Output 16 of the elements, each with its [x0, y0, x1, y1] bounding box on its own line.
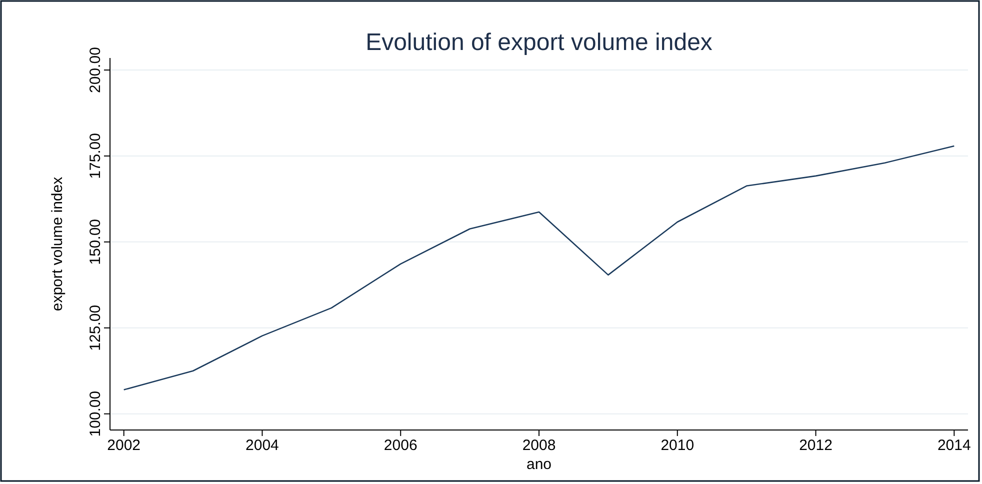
- x-tick-label: 2014: [937, 437, 971, 454]
- x-tick-label: 2010: [660, 437, 694, 454]
- y-axis-title: export volume index: [49, 176, 66, 312]
- y-tick-label: 200.00: [87, 47, 104, 93]
- y-tick-label: 100.00: [87, 390, 104, 437]
- x-tick-label: 2004: [246, 437, 279, 454]
- chart-title: Evolution of export volume index: [366, 29, 712, 56]
- y-tick-label: 175.00: [87, 133, 104, 179]
- x-axis-title: ano: [526, 456, 552, 473]
- x-tick-label: 2006: [384, 437, 418, 454]
- line-series: [123, 145, 955, 390]
- y-tick-label: 150.00: [87, 218, 104, 265]
- x-tick-label: 2012: [799, 437, 832, 454]
- x-tick-label: 2008: [522, 437, 556, 454]
- y-tick-label: 125.00: [87, 304, 104, 351]
- x-tick-label: 2002: [107, 437, 141, 454]
